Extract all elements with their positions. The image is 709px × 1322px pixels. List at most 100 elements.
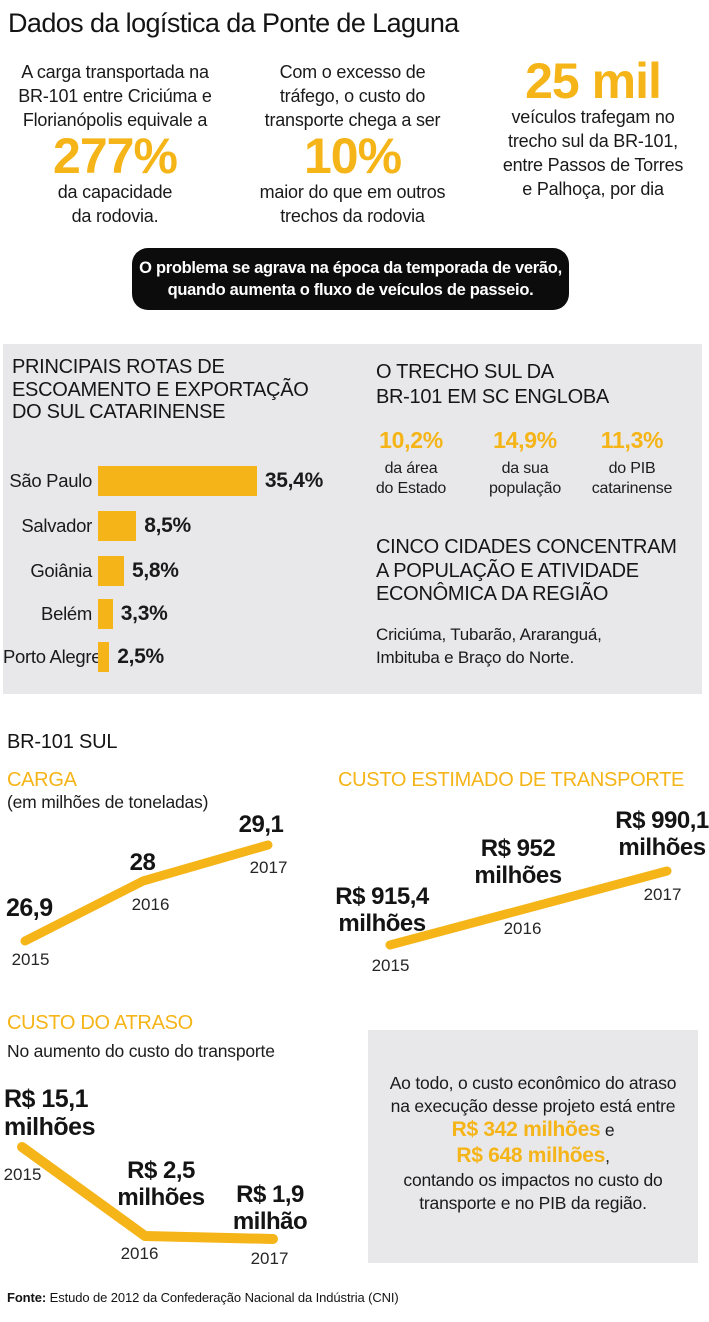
route-label: Salvador [21,515,92,536]
banner-text: O problema se agrava na época da tempora… [139,259,562,277]
custo-atraso-subtitle: No aumento do custo do transporte [7,1041,275,1061]
route-value: 35,4% [264,469,323,492]
route-row-porto-alegre: Porto Alegre 2,5% [3,642,164,672]
carga-title: CARGA [7,769,77,791]
stat-text: Florianópolis equivale a [22,110,208,130]
stat-text: trechos da rodovia [280,206,425,226]
trecho-heading-line: BR-101 EM SC ENGLOBA [376,386,609,408]
carga-value-2015: 26,9 [6,894,53,922]
custo-transporte-year-2016: 2016 [503,919,542,938]
routes-heading-line: DO SUL CATARINENSE [12,401,226,423]
cities-list-line: Criciúma, Tubarão, Araranguá, [376,625,602,644]
mini-stat-value: 10,2% [379,427,443,453]
routes-heading-line: PRINCIPAIS ROTAS DE [12,356,225,378]
custo-atraso-title: CUSTO DO ATRASO [7,1012,193,1034]
carga-value-2016: 28 [129,849,156,876]
custo-atraso-value-2016: R$ 2,5 milhões [117,1157,205,1211]
route-label: Porto Alegre [3,646,102,667]
stat-capacity: A carga transportada na BR-101 entre Cri… [14,60,216,228]
route-row-belem: Belém 3,3% [3,599,168,629]
source-note: Fonte: Estudo de 2012 da Confederação Na… [7,1290,399,1305]
stat-text: Com o excesso de [279,62,426,82]
custo-atraso-value-2017: R$ 1,9 milhão [232,1181,308,1235]
carga-year-2015: 2015 [11,950,50,969]
source-label: Fonte: [7,1290,47,1305]
stat-text: da rodovia. [71,206,159,226]
mini-stat-desc: população [488,480,562,497]
mini-stat-desc: catarinense [591,480,673,497]
section-label: BR-101 SUL [7,731,118,753]
stat-text: e Palhoça, por dia [522,179,664,199]
mini-stat-value: 11,3% [600,427,664,453]
summary-text-line: na execução desse projeto está entre [390,1095,676,1116]
mini-stat-area: 10,2% da área do Estado [370,427,452,499]
banner-text: quando aumenta o fluxo de veículos de pa… [167,281,534,299]
stat-big-number: 277% [53,128,178,184]
stat-text: transporte chega a ser [264,110,441,130]
route-label: Goiânia [30,560,92,581]
page-title: Dados da logística da Ponte de Laguna [8,8,459,38]
route-bar [98,599,113,629]
custo-transporte-value-2017: R$ 990,1 milhões [615,807,709,861]
routes-heading: PRINCIPAIS ROTAS DE ESCOAMENTO E EXPORTA… [12,356,309,424]
custo-transporte-value-2015: R$ 915,4 milhões [335,883,429,937]
source-text: Estudo de 2012 da Confederação Nacional … [46,1290,399,1305]
warning-banner: O problema se agrava na época da tempora… [132,248,569,310]
mini-stat-pib: 11,3% do PIB catarinense [589,427,675,499]
route-row-goiania: Goiânia 5,8% [3,556,179,586]
mini-stat-population: 14,9% da sua população [483,427,567,499]
route-value: 2,5% [117,645,164,668]
stat-text: trecho sul da BR-101, [508,131,678,151]
mini-stat-desc: da sua [501,460,549,477]
summary-highlight-2: R$ 648 milhões, [368,1143,698,1169]
route-value: 3,3% [120,602,168,625]
summary-separator: e [600,1120,615,1140]
summary-box: Ao todo, o custo econômico do atraso na … [368,1030,698,1263]
summary-text-line: contando os impactos no custo do [403,1170,663,1190]
summary-highlight-value: R$ 342 milhões [451,1118,601,1141]
stat-cost: Com o excesso de tráfego, o custo do tra… [250,60,455,228]
trecho-heading: O TRECHO SUL DA BR-101 EM SC ENGLOBA [376,360,609,410]
stat-text: A carga transportada na [21,62,209,82]
stat-big-number: 10% [303,128,402,184]
mini-stat-desc: do PIB [608,460,656,477]
carga-year-2017: 2017 [249,858,288,877]
custo-atraso-year-2017: 2017 [250,1249,289,1268]
routes-heading-line: ESCOAMENTO E EXPORTAÇÃO [12,378,309,401]
stat-text: maior do que em outros [259,182,446,202]
mini-stat-value: 14,9% [493,427,557,453]
custo-atraso-year-2015: 2015 [3,1165,42,1184]
summary-separator: , [605,1146,610,1166]
route-bar [98,511,137,541]
cities-list: Criciúma, Tubarão, Araranguá, Imbituba e… [376,623,602,669]
trecho-heading-line: O TRECHO SUL DA [376,361,554,383]
cities-heading-line: A POPULAÇÃO E ATIVIDADE [376,559,639,582]
route-label: São Paulo [9,470,92,491]
route-value: 8,5% [144,514,191,537]
custo-transporte-title: CUSTO ESTIMADO DE TRANSPORTE [338,769,685,791]
route-label: Belém [41,603,92,624]
route-bar [98,466,257,496]
stat-text: da capacidade [57,182,173,202]
custo-transporte-year-2015: 2015 [371,956,410,975]
stat-big-number: 25 mil [525,53,662,109]
summary-text-line: transporte e no PIB da região. [419,1192,647,1213]
route-row-sao-paulo: São Paulo 35,4% [3,466,323,496]
custo-atraso-value-2015: R$ 15,1 milhões [4,1085,95,1141]
custo-transporte-year-2017: 2017 [643,885,682,904]
route-row-salvador: Salvador 8,5% [3,511,191,541]
carga-year-2016: 2016 [131,895,170,914]
mini-stat-desc: da área [384,460,438,477]
stat-text: veículos trafegam no [511,107,675,127]
route-value: 5,8% [132,559,179,582]
route-bar [98,556,124,586]
mini-stat-desc: do Estado [375,480,447,497]
carga-value-2017: 29,1 [238,811,284,838]
summary-text-line: Ao todo, o custo econômico do atraso [389,1073,677,1093]
stat-vehicles: 25 mil veículos trafegam no trecho sul d… [484,53,702,201]
stat-text: BR-101 entre Criciúma e [18,86,212,106]
cities-list-line: Imbituba e Braço do Norte. [376,648,574,667]
summary-highlight-1: R$ 342 milhões e [368,1117,698,1143]
cities-heading-line: CINCO CIDADES CONCENTRAM [376,536,677,558]
